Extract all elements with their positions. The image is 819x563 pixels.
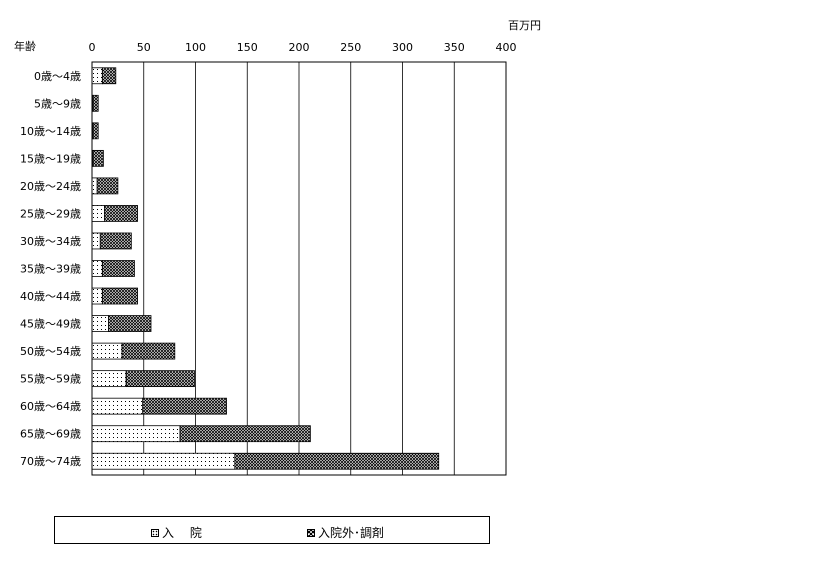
bar-outpatient — [121, 342, 176, 360]
bar-outpatient — [92, 149, 104, 167]
plot-frame — [91, 61, 507, 476]
category-label: 70歳～74歳 — [20, 455, 81, 468]
bar-inpatient — [91, 342, 123, 360]
x-tick-label: 100 — [185, 41, 206, 54]
bar-inpatient — [91, 315, 109, 332]
unit-label: 百万円 — [508, 19, 541, 32]
bar-inpatient — [91, 425, 181, 443]
category-label: 50歳～54歳 — [20, 345, 81, 358]
bar-inpatient — [91, 260, 103, 277]
legend-label-outpatient: 入院外･調剤 — [318, 526, 385, 540]
bar-outpatient — [101, 260, 135, 277]
x-tick-label: 200 — [289, 41, 310, 54]
bar-outpatient — [99, 232, 132, 250]
bar-inpatient — [91, 370, 127, 388]
legend-item-inpatient: 入 院 — [151, 524, 202, 541]
category-label: 55歳～59歳 — [20, 373, 81, 386]
x-tick-label: 250 — [340, 41, 361, 54]
bar-inpatient — [91, 205, 105, 222]
y-axis-title: 年齢 — [14, 39, 36, 53]
bar-outpatient — [101, 67, 117, 85]
bar-outpatient — [234, 452, 440, 470]
x-tick-label: 300 — [392, 41, 413, 54]
x-tick-label: 400 — [496, 41, 517, 54]
bar-outpatient — [142, 397, 227, 415]
bar-inpatient — [91, 67, 103, 85]
category-label: 10歳～14歳 — [20, 125, 81, 138]
x-tick-label: 150 — [237, 41, 258, 54]
bar-outpatient — [101, 287, 138, 305]
category-label: 40歳～44歳 — [20, 290, 81, 303]
bar-outpatient — [108, 315, 152, 332]
bar-outpatient — [92, 94, 99, 112]
bar-outpatient — [125, 370, 195, 388]
category-label: 65歳～69歳 — [20, 428, 81, 441]
category-label: 5歳～9歳 — [34, 97, 81, 110]
bar-outpatient — [104, 205, 138, 222]
legend: 入 院 入院外･調剤 — [54, 516, 490, 544]
bar-inpatient — [91, 397, 144, 415]
legend-label-inpatient: 入 院 — [162, 526, 202, 540]
legend-item-outpatient: 入院外･調剤 — [307, 524, 384, 541]
category-label: 60歳～64歳 — [20, 400, 81, 413]
x-tick-label: 0 — [89, 41, 96, 54]
bar-inpatient — [91, 452, 236, 470]
bar-inpatient — [91, 232, 101, 250]
category-label: 20歳～24歳 — [20, 180, 81, 193]
category-label: 0歳～4歳 — [34, 70, 81, 83]
x-tick-label: 50 — [137, 41, 151, 54]
bar-inpatient — [91, 177, 98, 195]
bar-outpatient — [92, 122, 99, 140]
bar-inpatient — [91, 287, 103, 305]
x-tick-label: 350 — [444, 41, 465, 54]
category-label: 15歳～19歳 — [20, 152, 81, 165]
crosshatch-swatch-icon — [307, 528, 315, 537]
category-label: 30歳～34歳 — [20, 235, 81, 248]
bar-outpatient — [96, 177, 119, 195]
dots-swatch-icon — [151, 528, 159, 537]
category-label: 25歳～29歳 — [20, 207, 81, 220]
category-label: 45歳～49歳 — [20, 318, 81, 331]
bar-outpatient — [179, 425, 311, 443]
category-label: 35歳～39歳 — [20, 263, 81, 276]
